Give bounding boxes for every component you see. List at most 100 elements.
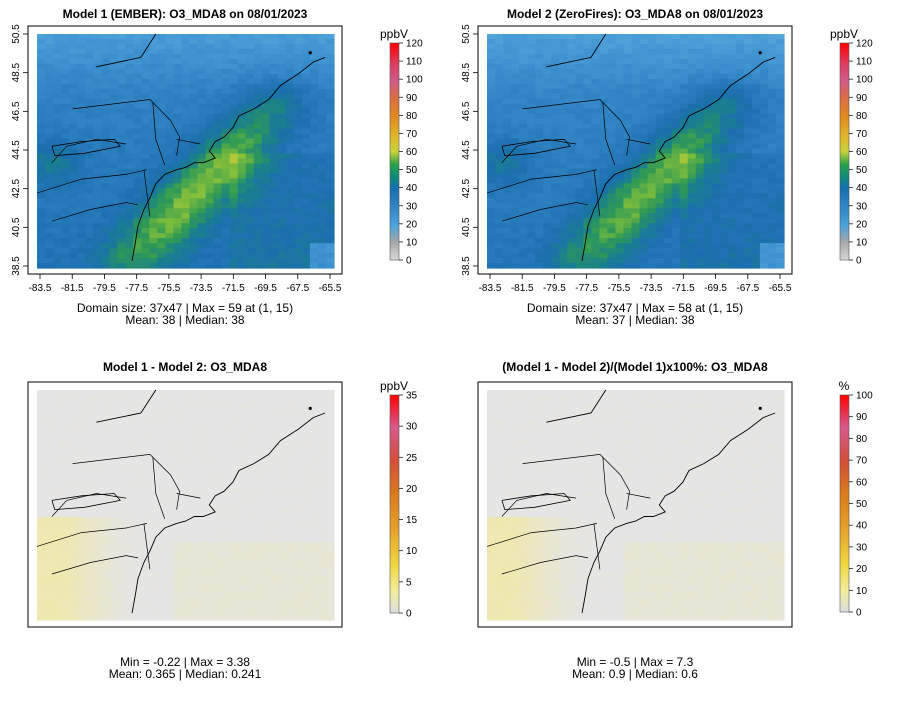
- grid-cell: [760, 139, 769, 145]
- grid-cell: [45, 198, 54, 204]
- grid-cell: [270, 49, 279, 55]
- grid-cell: [326, 74, 335, 80]
- grid-cell: [69, 424, 78, 429]
- grid-cell: [776, 84, 785, 90]
- grid-cell: [238, 444, 247, 449]
- grid-cell: [222, 89, 231, 95]
- grid-cell: [198, 144, 207, 150]
- grid-cell: [712, 109, 721, 115]
- grid-cell: [45, 238, 54, 244]
- grid-cell: [125, 444, 134, 449]
- grid-cell: [318, 168, 327, 174]
- grid-cell: [262, 424, 271, 429]
- grid-cell: [125, 478, 134, 483]
- grid-cell: [157, 429, 166, 434]
- grid-cell: [230, 439, 239, 444]
- grid-cell: [254, 586, 263, 591]
- grid-cell: [109, 129, 118, 135]
- grid-cell: [190, 551, 199, 556]
- grid-cell: [238, 178, 247, 184]
- grid-cell: [728, 213, 737, 219]
- grid-cell: [519, 114, 528, 120]
- grid-cell: [254, 424, 263, 429]
- grid-cell: [53, 178, 62, 184]
- grid-cell: [607, 79, 616, 85]
- grid-cell: [45, 532, 54, 537]
- grid-cell: [165, 34, 174, 40]
- grid-cell: [109, 586, 118, 591]
- grid-cell: [157, 400, 166, 405]
- grid-cell: [238, 507, 247, 512]
- grid-cell: [125, 419, 134, 424]
- grid-cell: [294, 173, 303, 179]
- grid-cell: [37, 395, 46, 400]
- grid-cell: [238, 605, 247, 610]
- grid-cell: [262, 542, 271, 547]
- grid-cell: [149, 439, 158, 444]
- grid-cell: [495, 49, 504, 55]
- grid-cell: [246, 537, 255, 542]
- map-panel-2: Model 2 (ZeroFires): O3_MDA8 on 08/01/20…: [461, 7, 873, 327]
- grid-cell: [181, 149, 190, 155]
- grid-cell: [294, 253, 303, 259]
- grid-cell: [109, 64, 118, 70]
- grid-cell: [157, 405, 166, 410]
- grid-cell: [230, 139, 239, 145]
- grid-cell: [744, 124, 753, 130]
- grid-cell: [495, 203, 504, 209]
- grid-cell: [77, 129, 86, 135]
- grid-cell: [656, 54, 665, 60]
- grid-cell: [688, 59, 697, 65]
- grid-cell: [222, 527, 231, 532]
- grid-cell: [640, 253, 649, 259]
- grid-cell: [615, 243, 624, 249]
- grid-cell: [487, 144, 496, 150]
- grid-cell: [125, 114, 134, 120]
- grid-cell: [125, 89, 134, 95]
- grid-cell: [165, 591, 174, 596]
- grid-cell: [109, 114, 118, 120]
- grid-cell: [173, 410, 182, 415]
- grid-cell: [720, 198, 729, 204]
- grid-cell: [206, 59, 215, 65]
- colorbar-tick-label: 100: [406, 75, 423, 86]
- grid-cell: [157, 248, 166, 254]
- grid-cell: [85, 424, 94, 429]
- grid-cell: [551, 218, 560, 224]
- grid-cell: [181, 218, 190, 224]
- grid-cell: [752, 94, 761, 100]
- grid-cell: [198, 163, 207, 169]
- grid-cell: [238, 566, 247, 571]
- grid-cell: [53, 263, 62, 269]
- grid-cell: [567, 39, 576, 45]
- grid-cell: [141, 109, 150, 115]
- grid-cell: [656, 69, 665, 75]
- grid-cell: [760, 119, 769, 125]
- grid-cell: [230, 104, 239, 110]
- grid-cell: [53, 615, 62, 620]
- grid-cell: [623, 49, 632, 55]
- grid-cell: [744, 183, 753, 189]
- grid-cell: [141, 468, 150, 473]
- grid-cell: [696, 253, 705, 259]
- grid-cell: [206, 79, 215, 85]
- colorbar-tick-label: 90: [856, 93, 868, 104]
- grid-cell: [157, 600, 166, 605]
- grid-cell: [664, 248, 673, 254]
- grid-cell: [222, 198, 231, 204]
- grid-cell: [37, 576, 46, 581]
- grid-cell: [318, 84, 327, 90]
- grid-cell: [631, 253, 640, 259]
- grid-cell: [696, 188, 705, 194]
- grid-cell: [615, 94, 624, 100]
- grid-cell: [157, 233, 166, 239]
- grid-cell: [141, 610, 150, 615]
- grid-cell: [278, 258, 287, 264]
- grid-cell: [214, 444, 223, 449]
- grid-cell: [672, 198, 681, 204]
- x-tick-label: -79.5: [543, 283, 566, 294]
- grid-cell: [631, 119, 640, 125]
- grid-cell: [61, 586, 70, 591]
- grid-cell: [294, 74, 303, 80]
- grid-cell: [664, 104, 673, 110]
